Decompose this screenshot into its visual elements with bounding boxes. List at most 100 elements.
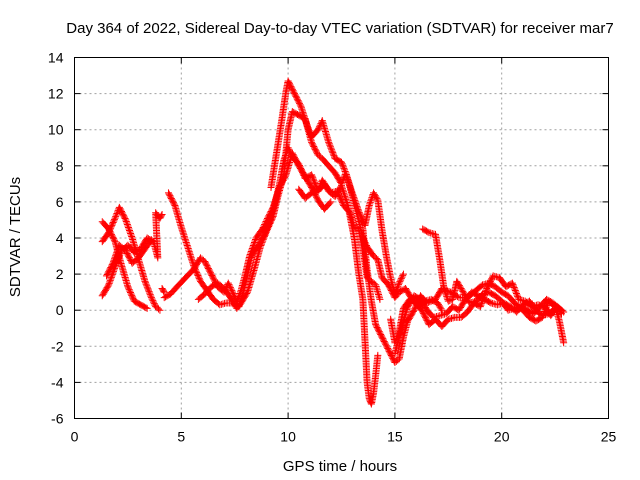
data-point <box>297 166 305 174</box>
data-point <box>429 297 437 305</box>
data-point <box>354 204 362 212</box>
data-point <box>440 285 448 293</box>
data-point <box>228 287 236 295</box>
data-point <box>122 216 130 224</box>
data-point <box>112 250 120 258</box>
data-point <box>366 198 374 206</box>
data-point <box>156 306 164 314</box>
data-point <box>444 297 452 305</box>
x-tick-label: 0 <box>71 429 79 445</box>
data-point <box>315 186 323 194</box>
y-tick-label: 4 <box>56 230 64 246</box>
data-point <box>194 272 202 280</box>
data-point <box>260 233 268 241</box>
data-point <box>267 218 275 226</box>
data-point <box>122 217 130 225</box>
data-point <box>225 281 233 289</box>
data-point <box>438 306 446 314</box>
data-point <box>109 220 117 228</box>
data-point <box>105 279 113 287</box>
data-point <box>328 146 336 154</box>
y-tick-label: 2 <box>56 266 64 282</box>
data-point <box>265 221 273 229</box>
y-tick-label: 0 <box>56 302 64 318</box>
data-point <box>264 224 272 232</box>
data-point <box>257 242 265 250</box>
data-point <box>455 282 463 290</box>
data-point <box>128 291 136 299</box>
data-point <box>442 289 450 297</box>
data-point <box>129 294 137 302</box>
data-point <box>144 285 152 293</box>
y-axis-label: SDTVAR / TECUs <box>7 177 24 297</box>
data-point <box>125 286 133 294</box>
data-point <box>392 287 400 295</box>
data-point <box>373 195 381 203</box>
data-point <box>352 199 360 207</box>
data-point <box>298 167 306 175</box>
data-point <box>356 210 364 218</box>
data-point <box>192 267 200 275</box>
data-point <box>147 292 155 300</box>
data-point <box>511 287 519 295</box>
data-point <box>105 229 113 237</box>
data-point <box>327 198 335 206</box>
series-track-3 <box>98 209 166 300</box>
y-tick-label: 6 <box>56 194 64 210</box>
data-point <box>299 170 307 178</box>
data-point <box>424 228 432 236</box>
data-point <box>325 138 333 146</box>
data-point <box>339 163 347 171</box>
data-point <box>126 289 134 297</box>
x-tick-label: 25 <box>601 429 617 445</box>
data-point <box>126 228 134 236</box>
data-point <box>329 149 337 157</box>
data-point <box>355 208 363 216</box>
data-point <box>441 286 449 294</box>
data-point <box>477 300 485 308</box>
data-point <box>391 290 399 298</box>
data-point <box>262 228 270 236</box>
data-point <box>263 227 271 235</box>
data-point <box>295 161 303 169</box>
data-point <box>125 284 133 292</box>
data-point <box>326 199 334 207</box>
data-point <box>457 285 465 293</box>
data-point <box>110 217 118 225</box>
data-point <box>437 305 445 313</box>
data-point <box>329 150 337 158</box>
data-point <box>396 278 404 286</box>
x-tick-label: 10 <box>280 429 296 445</box>
data-point <box>226 282 234 290</box>
data-point <box>111 253 119 261</box>
x-tick-label: 15 <box>387 429 403 445</box>
data-point <box>327 144 335 152</box>
data-point <box>309 175 317 183</box>
data-point <box>510 284 518 292</box>
data-point <box>560 339 568 347</box>
data-point <box>397 275 405 283</box>
data-point <box>459 287 467 295</box>
data-point <box>113 210 121 218</box>
y-tick-label: -6 <box>51 411 64 427</box>
data-point <box>315 184 323 192</box>
data-point <box>106 276 114 284</box>
data-point <box>330 152 338 160</box>
data-point <box>341 166 349 174</box>
data-marks <box>98 77 568 408</box>
data-point <box>155 305 163 313</box>
data-point <box>458 286 466 294</box>
data-point <box>399 272 407 280</box>
data-point <box>352 201 360 209</box>
data-point <box>304 124 312 132</box>
data-point <box>124 283 132 291</box>
data-point <box>263 225 271 233</box>
data-point <box>556 309 564 317</box>
data-point <box>112 213 120 221</box>
data-point <box>367 195 375 203</box>
data-point <box>296 101 304 109</box>
data-point <box>367 197 375 205</box>
axis-ticks: 0 5 10 15 20 25 -6 -4 -2 0 2 4 6 8 10 12 14 <box>48 50 617 445</box>
data-point <box>477 301 485 309</box>
data-point <box>142 280 150 288</box>
